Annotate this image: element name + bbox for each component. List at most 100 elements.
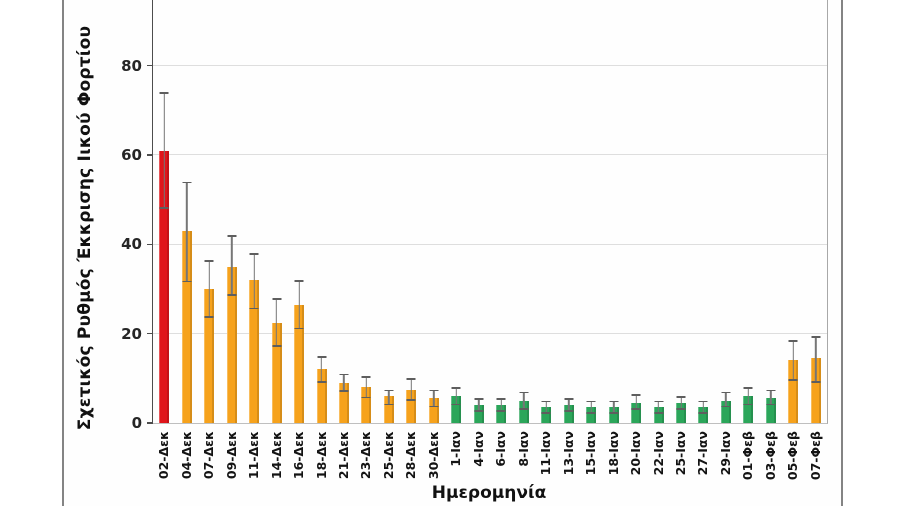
x-axis-title: Ημερομηνία (431, 483, 547, 503)
bar-slot-25-Ιαν: 25-Ιαν (670, 0, 692, 475)
bar-slot-8-Ιαν: 8-Ιαν (513, 0, 535, 467)
error-bar-line (657, 400, 660, 415)
error-bar-cap-top (272, 297, 282, 300)
error-bar-cap-top (361, 376, 371, 378)
plot-area: 02-Δεκ 04-Δεκ 07-Δεκ 09-Δεκ 11-Δεκ 14-Δεκ 16-Δ… (147, 0, 828, 480)
bar-11-Δεκ (249, 280, 260, 423)
x-tick-label-11-Δεκ: 11-Δεκ (245, 431, 261, 480)
y-tick-label-20: 20 (121, 324, 142, 343)
y-tick-mark-60 (147, 154, 153, 156)
error-bar-18-Δεκ (317, 356, 327, 383)
error-bar-line (433, 389, 435, 408)
bar-1-Ιαν (451, 396, 462, 423)
error-bar-11-Δεκ (249, 253, 259, 310)
error-bar-13-Ιαν (564, 398, 574, 412)
bar-4-Ιαν (473, 405, 484, 423)
x-tick-label-1-Ιαν: 1-Ιαν (448, 431, 464, 467)
error-bar-cap-bottom (317, 381, 327, 383)
bar-series: 02-Δεκ 04-Δεκ 07-Δεκ 09-Δεκ 11-Δεκ 14-Δεκ 16-Δ… (153, 0, 827, 480)
error-bar-07-Φεβ (811, 335, 821, 383)
bar-18-Δεκ (316, 369, 327, 423)
error-bar-cap-top (496, 398, 506, 401)
bar-22-Ιαν (653, 407, 664, 423)
x-tick-label-22-Ιαν: 22-Ιαν (650, 431, 666, 476)
x-tick-label-02-Δεκ: 02-Δεκ (155, 431, 171, 480)
error-bar-cap-bottom (227, 294, 237, 296)
error-bar-cap-top (676, 396, 686, 398)
error-bar-cap-top (586, 400, 596, 403)
error-bar-25-Ιαν (676, 396, 686, 410)
bar-slot-1-Ιαν: 1-Ιαν (445, 0, 467, 467)
error-bar-cap-top (811, 335, 821, 338)
error-bar-cap-bottom (272, 345, 282, 348)
error-bar-cap-top (339, 373, 349, 376)
bar-28-Δεκ (406, 389, 417, 423)
bar-slot-22-Ιαν: 22-Ιαν (647, 0, 669, 475)
bar-13-Ιαν (563, 405, 574, 423)
error-bar-8-Ιαν (519, 391, 529, 410)
error-bar-cap-bottom (249, 307, 259, 310)
error-bar-cap-top (474, 398, 484, 401)
error-bar-cap-top (631, 393, 641, 396)
error-bar-cap-bottom (698, 412, 708, 415)
bar-07-Φεβ (810, 358, 821, 423)
y-tick-mark-20 (147, 332, 153, 335)
error-bar-cap-bottom (361, 396, 371, 399)
error-bar-line (478, 398, 480, 412)
bar-slot-13-Ιαν: 13-Ιαν (557, 0, 579, 475)
error-bar-line (815, 335, 817, 383)
bar-04-Δεκ (181, 230, 192, 423)
bar-slot-05-Φεβ: 05-Φεβ (782, 0, 804, 480)
error-bar-cap-bottom (519, 408, 529, 410)
bar-slot-02-Δεκ: 02-Δεκ (153, 0, 175, 479)
x-tick-label-30-Δεκ: 30-Δεκ (425, 431, 441, 480)
x-tick-label-05-Φεβ: 05-Φεβ (785, 431, 801, 481)
y-tick-mark-80 (147, 64, 153, 67)
bar-25-Ιαν (676, 402, 687, 423)
error-bar-cap-bottom (676, 408, 686, 410)
error-bar-cap-top (698, 400, 708, 403)
x-tick-label-25-Δεκ: 25-Δεκ (380, 431, 396, 480)
error-bar-cap-bottom (541, 412, 551, 415)
error-bar-line (320, 356, 323, 383)
bar-11-Ιαν (541, 407, 552, 423)
bar-8-Ιαν (518, 400, 529, 423)
y-tick-label-60: 60 (121, 145, 142, 164)
error-bar-cap-bottom (496, 410, 506, 412)
error-bar-cap-bottom (451, 403, 461, 406)
x-tick-label-11-Ιαν: 11-Ιαν (537, 431, 553, 476)
bar-16-Δεκ (294, 304, 305, 423)
error-bar-line (163, 92, 165, 209)
error-bar-line (230, 235, 233, 296)
error-bar-line (747, 387, 750, 406)
bar-6-Ιαν (496, 405, 507, 423)
bar-21-Δεκ (338, 382, 349, 423)
error-bar-line (792, 340, 795, 381)
bar-slot-6-Ιαν: 6-Ιαν (490, 0, 512, 467)
error-bar-cap-bottom (159, 207, 169, 209)
error-bar-cap-top (519, 391, 529, 394)
bar-29-Ιαν (720, 400, 731, 423)
bar-02-Δεκ (159, 150, 170, 423)
error-bar-cap-top (451, 387, 461, 389)
x-tick-label-4-Ιαν: 4-Ιαν (470, 431, 486, 467)
bar-slot-28-Δεκ: 28-Δεκ (400, 0, 422, 479)
x-tick-label-25-Ιαν: 25-Ιαν (672, 431, 688, 476)
bar-slot-11-Ιαν: 11-Ιαν (535, 0, 557, 475)
bar-27-Ιαν (698, 407, 709, 423)
error-bar-line (365, 376, 368, 399)
x-tick-label-23-Δεκ: 23-Δεκ (358, 431, 374, 480)
x-tick-label-15-Ιαν: 15-Ιαν (582, 431, 598, 476)
error-bar-27-Ιαν (698, 400, 708, 415)
error-bar-cap-top (406, 378, 416, 380)
error-bar-cap-bottom (721, 405, 731, 408)
bar-slot-14-Δεκ: 14-Δεκ (265, 0, 287, 479)
error-bar-cap-bottom (294, 327, 304, 330)
error-bar-30-Δεκ (429, 389, 439, 408)
error-bar-line (388, 389, 390, 406)
y-tick-mark-40 (147, 243, 153, 246)
error-bar-line (275, 297, 278, 348)
bar-30-Δεκ (428, 398, 439, 423)
error-bar-cap-bottom (474, 410, 484, 412)
